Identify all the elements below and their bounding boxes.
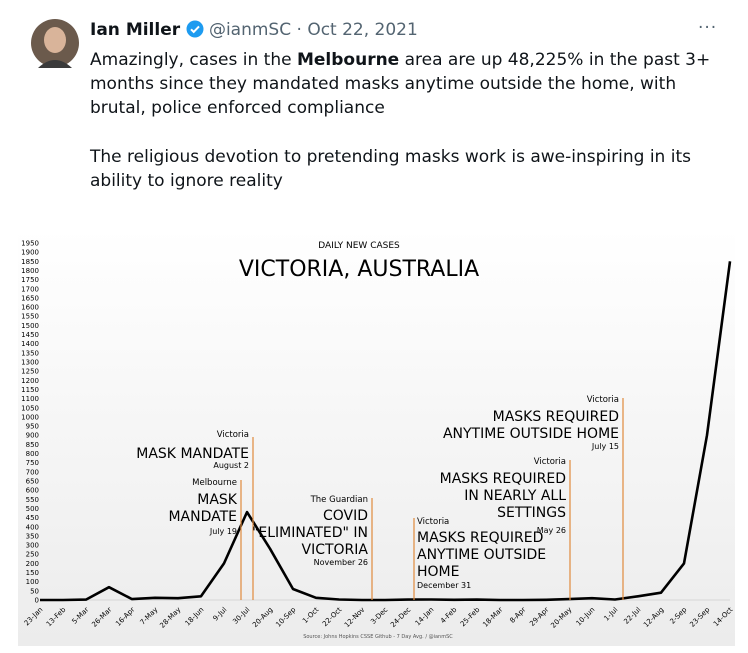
y-tick-label: 1150	[21, 386, 39, 394]
tweet-date[interactable]: Oct 22, 2021	[307, 20, 418, 40]
y-tick-label: 1350	[21, 349, 39, 357]
y-tick-label: 500	[26, 505, 39, 513]
y-tick-label: 1950	[21, 240, 39, 248]
y-tick-label: 1900	[21, 249, 39, 257]
tweet-header: Ian Miller @ianmSC · Oct 22, 2021	[90, 20, 418, 40]
y-tick-label: 1400	[21, 340, 39, 348]
chart: DAILY NEW CASES VICTORIA, AUSTRALIA Sour…	[18, 228, 735, 646]
y-tick-label: 1300	[21, 359, 39, 367]
annotation-label: MASK	[197, 492, 238, 508]
chart-background	[18, 228, 735, 646]
text: area are up 48,225% in the past 3+ month…	[90, 50, 711, 118]
annotation-source: Victoria	[217, 430, 249, 440]
y-tick-label: 1750	[21, 276, 39, 284]
text-bold: Melbourne	[296, 50, 400, 70]
annotation-label: HOME	[417, 564, 459, 580]
author-name[interactable]: Ian Miller	[90, 20, 181, 40]
annotation-label: COVID	[323, 508, 368, 524]
y-tick-label: 350	[26, 532, 39, 540]
y-tick-label: 1500	[21, 322, 39, 330]
text: Amazingly, cases in the	[90, 50, 297, 70]
chart-title: VICTORIA, AUSTRALIA	[239, 257, 479, 282]
avatar[interactable]	[30, 18, 80, 68]
y-tick-label: 700	[26, 468, 39, 476]
tweet-text: The religious devotion to pretending mas…	[90, 145, 730, 193]
y-tick-label: 600	[26, 487, 39, 495]
y-tick-label: 1550	[21, 313, 39, 321]
annotation-date: July 19	[209, 527, 237, 536]
y-tick-label: 750	[26, 459, 39, 467]
annotation-label: MASKS REQUIRED	[417, 530, 543, 546]
y-tick-label: 850	[26, 441, 39, 449]
annotation-label: SETTINGS	[497, 505, 566, 521]
y-tick-label: 1100	[21, 395, 39, 403]
annotation-date: August 2	[213, 461, 249, 470]
annotation-label: "ELIMINATED" IN	[252, 525, 368, 541]
separator: ·	[296, 20, 302, 40]
verified-badge	[186, 20, 204, 38]
annotation-label: MASK MANDATE	[136, 446, 249, 462]
text: The religious devotion to pretending mas…	[90, 147, 691, 191]
y-tick-label: 400	[26, 523, 39, 531]
annotation-source: Victoria	[587, 395, 619, 405]
y-tick-label: 1700	[21, 285, 39, 293]
y-tick-label: 900	[26, 432, 39, 440]
more-button[interactable]: ···	[698, 18, 718, 38]
y-tick-label: 250	[26, 551, 39, 559]
annotation-label: MASKS REQUIRED	[493, 409, 619, 425]
annotation-source: The Guardian	[310, 495, 368, 505]
y-tick-label: 650	[26, 478, 39, 486]
y-tick-label: 1850	[21, 258, 39, 266]
y-tick-label: 1000	[21, 413, 39, 421]
chart-subtitle: DAILY NEW CASES	[318, 241, 400, 251]
y-tick-label: 450	[26, 514, 39, 522]
y-tick-label: 0	[35, 597, 39, 605]
y-tick-label: 50	[30, 587, 39, 595]
annotation-date: December 31	[417, 581, 471, 590]
y-tick-label: 150	[26, 569, 39, 577]
annotation-label: VICTORIA	[302, 542, 369, 558]
y-tick-label: 1650	[21, 294, 39, 302]
annotation-label: ANYTIME OUTSIDE HOME	[443, 426, 619, 442]
y-tick-label: 800	[26, 450, 39, 458]
annotation-date: November 26	[314, 558, 368, 567]
y-tick-label: 1050	[21, 404, 39, 412]
y-tick-label: 550	[26, 496, 39, 504]
y-tick-label: 950	[26, 423, 39, 431]
y-tick-label: 100	[26, 578, 39, 586]
annotation-source: Victoria	[534, 457, 566, 467]
annotation-label: IN NEARLY ALL	[464, 488, 566, 504]
chart-source: Source: Johns Hopkins CSSE Github - 7 Da…	[303, 634, 453, 640]
y-tick-label: 1200	[21, 377, 39, 385]
annotation-source: Melbourne	[192, 478, 237, 488]
annotation-label: ANYTIME OUTSIDE	[417, 547, 546, 563]
data-line	[40, 261, 732, 602]
y-tick-label: 1600	[21, 304, 39, 312]
y-tick-label: 1450	[21, 331, 39, 339]
y-tick-label: 200	[26, 560, 39, 568]
author-handle[interactable]: @ianmSC	[208, 20, 292, 40]
y-tick-label: 300	[26, 542, 39, 550]
annotation-source: Victoria	[417, 517, 449, 527]
annotation-date: May 26	[537, 526, 566, 535]
annotation-date: July 15	[591, 442, 619, 451]
tweet-text: Amazingly, cases in the Melbourne area a…	[90, 48, 730, 120]
y-tick-label: 1250	[21, 368, 39, 376]
annotation-label: MASKS REQUIRED	[440, 471, 566, 487]
annotation-label: MANDATE	[168, 509, 237, 525]
y-tick-label: 1800	[21, 267, 39, 275]
